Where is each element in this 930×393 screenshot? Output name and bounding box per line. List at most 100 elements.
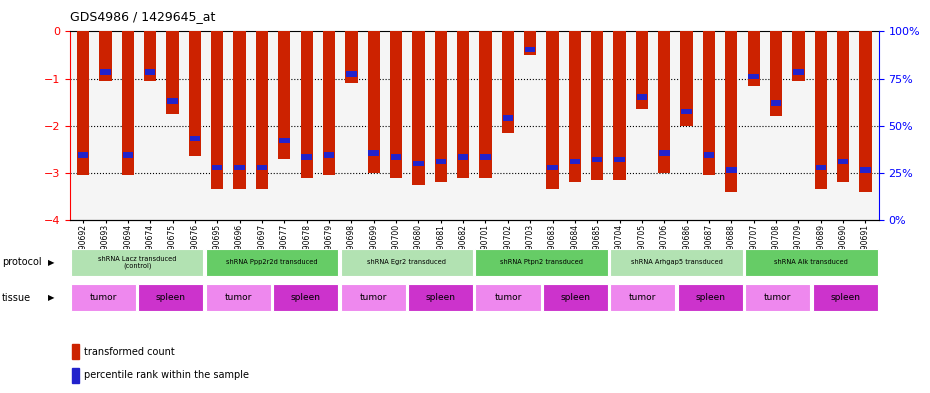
Text: tissue: tissue: [2, 293, 31, 303]
Text: tumor: tumor: [764, 293, 791, 302]
Text: percentile rank within the sample: percentile rank within the sample: [85, 370, 249, 380]
Bar: [771, 101, 781, 106]
Bar: [859, 31, 871, 192]
FancyBboxPatch shape: [71, 284, 136, 311]
Bar: [525, 46, 536, 52]
Text: GDS4986 / 1429645_at: GDS4986 / 1429645_at: [70, 10, 215, 23]
Text: tumor: tumor: [495, 293, 522, 302]
Bar: [144, 31, 156, 81]
Bar: [368, 150, 379, 156]
Bar: [211, 31, 223, 189]
Text: shRNA Alk transduced: shRNA Alk transduced: [775, 259, 848, 265]
FancyBboxPatch shape: [745, 284, 810, 311]
FancyBboxPatch shape: [745, 249, 878, 276]
Bar: [658, 31, 671, 173]
Bar: [100, 31, 112, 81]
Bar: [122, 31, 134, 175]
Text: spleen: spleen: [156, 293, 186, 302]
Text: protocol: protocol: [2, 257, 42, 267]
Bar: [123, 152, 133, 158]
Text: ▶: ▶: [48, 293, 55, 302]
Bar: [703, 31, 715, 175]
Bar: [435, 159, 446, 164]
Bar: [413, 161, 424, 166]
FancyBboxPatch shape: [340, 249, 473, 276]
Bar: [367, 31, 379, 173]
FancyBboxPatch shape: [543, 284, 608, 311]
Bar: [345, 31, 357, 83]
Bar: [725, 31, 737, 192]
Bar: [501, 31, 514, 133]
FancyBboxPatch shape: [813, 284, 878, 311]
Bar: [72, 367, 79, 383]
Bar: [346, 72, 356, 77]
FancyBboxPatch shape: [678, 284, 743, 311]
Bar: [636, 31, 648, 109]
Bar: [324, 152, 334, 158]
Bar: [189, 31, 201, 156]
Text: tumor: tumor: [630, 293, 657, 302]
Bar: [681, 31, 693, 126]
Bar: [793, 69, 804, 75]
FancyBboxPatch shape: [475, 284, 540, 311]
FancyBboxPatch shape: [340, 284, 405, 311]
Bar: [323, 31, 335, 175]
Text: spleen: spleen: [561, 293, 591, 302]
Bar: [167, 98, 178, 104]
Bar: [815, 31, 827, 189]
Bar: [792, 31, 804, 81]
Bar: [300, 31, 312, 178]
Bar: [637, 94, 647, 100]
Bar: [166, 31, 179, 114]
Bar: [458, 154, 469, 160]
Bar: [233, 31, 246, 189]
Bar: [257, 165, 267, 171]
Bar: [256, 31, 268, 189]
Bar: [434, 31, 447, 182]
Text: spleen: spleen: [291, 293, 321, 302]
Text: shRNA Ppp2r2d transduced: shRNA Ppp2r2d transduced: [226, 259, 318, 265]
Bar: [412, 31, 425, 185]
Bar: [547, 165, 558, 171]
Bar: [502, 115, 513, 121]
Bar: [592, 156, 603, 162]
Bar: [391, 154, 402, 160]
Bar: [77, 31, 89, 175]
Bar: [837, 31, 849, 182]
Bar: [457, 31, 470, 178]
Bar: [860, 167, 870, 173]
FancyBboxPatch shape: [408, 284, 473, 311]
Bar: [279, 138, 289, 143]
Bar: [524, 31, 537, 55]
Bar: [591, 31, 604, 180]
Bar: [547, 31, 559, 189]
Bar: [100, 69, 111, 75]
Bar: [145, 69, 155, 75]
Bar: [190, 136, 200, 141]
Bar: [301, 154, 312, 160]
FancyBboxPatch shape: [610, 284, 675, 311]
Text: tumor: tumor: [225, 293, 252, 302]
FancyBboxPatch shape: [273, 284, 339, 311]
Text: tumor: tumor: [360, 293, 387, 302]
Bar: [615, 156, 625, 162]
Text: spleen: spleen: [830, 293, 860, 302]
Text: tumor: tumor: [90, 293, 117, 302]
FancyBboxPatch shape: [206, 284, 271, 311]
Bar: [569, 31, 581, 182]
Text: shRNA Ptpn2 transduced: shRNA Ptpn2 transduced: [500, 259, 583, 265]
Bar: [682, 109, 692, 114]
FancyBboxPatch shape: [139, 284, 204, 311]
Bar: [480, 154, 491, 160]
FancyBboxPatch shape: [610, 249, 743, 276]
Bar: [479, 31, 492, 178]
Text: transformed count: transformed count: [85, 347, 175, 357]
FancyBboxPatch shape: [71, 249, 204, 276]
Bar: [726, 167, 737, 173]
Bar: [838, 159, 848, 164]
Bar: [390, 31, 402, 178]
Text: shRNA Egr2 transduced: shRNA Egr2 transduced: [367, 259, 446, 265]
Text: spleen: spleen: [426, 293, 456, 302]
FancyBboxPatch shape: [475, 249, 608, 276]
Bar: [614, 31, 626, 180]
